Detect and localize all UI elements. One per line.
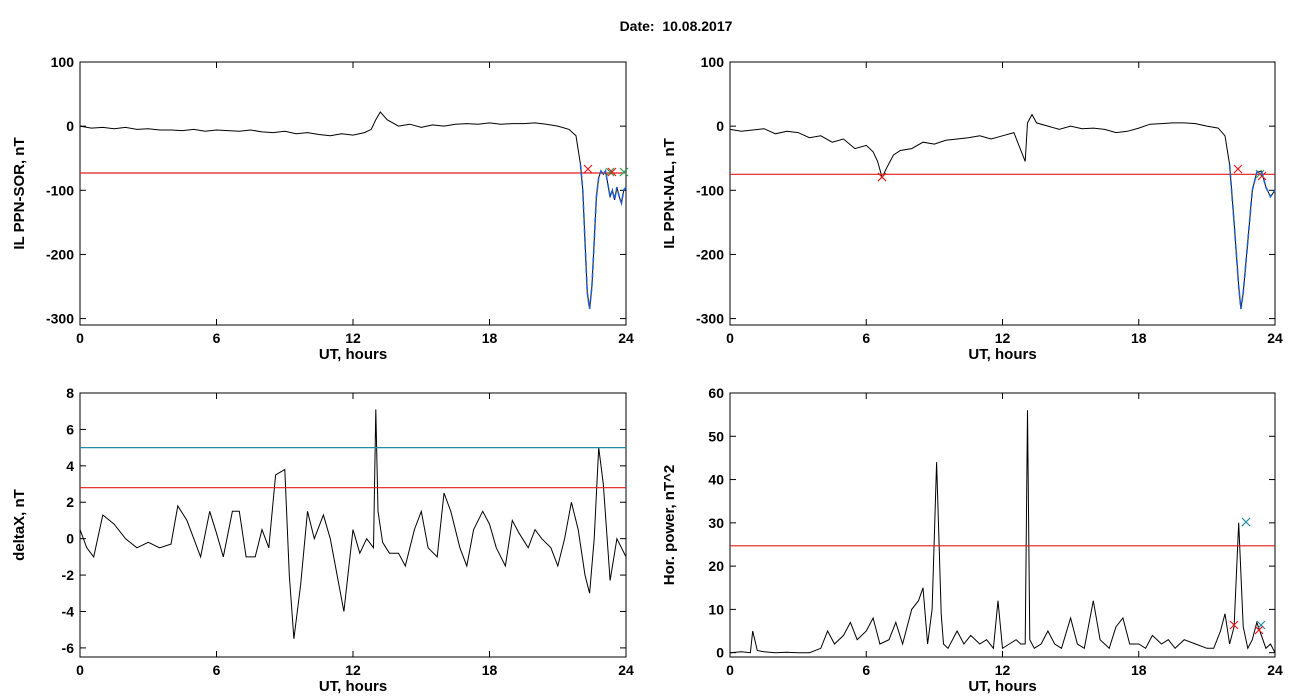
x-tick-label: 0 [76,330,84,346]
y-tick-label: 0 [66,531,74,547]
event-marker [605,167,615,177]
y-tick-label: -300 [696,311,724,327]
y-axis-label: deltaX, nT [11,489,28,561]
x-tick-label: 12 [995,662,1011,678]
plot-frame [729,61,1276,326]
y-tick-label: 8 [66,385,74,401]
y-tick-label: -200 [696,246,724,262]
x-tick-label: 0 [726,330,734,346]
y-tick-label: -300 [46,311,74,327]
plot-frame [79,392,627,658]
x-tick-label: 0 [726,662,734,678]
y-tick-label: 20 [708,558,724,574]
x-tick-label: 6 [213,662,221,678]
event-marker [1256,620,1266,630]
y-tick-label: 50 [708,428,724,444]
y-tick-label: 30 [708,515,724,531]
y-tick-label: 4 [66,458,74,474]
y-axis-label: Hor. power, nT^2 [661,465,678,585]
fit-overlay-line [1228,164,1276,310]
event-marker [583,164,593,174]
event-marker [1229,620,1239,630]
x-tick-label: 12 [345,330,361,346]
y-tick-label: 0 [66,118,74,134]
plot-frame [79,61,627,326]
y-tick-label: -200 [46,246,74,262]
x-tick-label: 6 [862,662,870,678]
x-tick-label: 18 [1131,662,1147,678]
y-tick-label: -100 [696,182,724,198]
y-axis-label: IL PPN-NAL, nT [661,138,678,249]
x-tick-label: 24 [618,662,634,678]
data-series-line [729,410,1276,654]
y-tick-label: 6 [66,421,74,437]
x-tick-label: 0 [76,662,84,678]
y-tick-label: 10 [708,601,724,617]
x-tick-label: 18 [482,662,498,678]
y-tick-label: 100 [51,54,75,70]
event-marker [1241,517,1251,527]
data-series-line [79,409,627,639]
x-tick-label: 6 [213,330,221,346]
y-tick-label: 2 [66,494,74,510]
y-tick-label: 0 [716,645,724,661]
x-tick-label: 12 [345,662,361,678]
panel-deltax: 0 6 12 18 24 8 6 4 2 0 -2 -4 -6 UT, hours deltaX, nT [11,385,634,695]
x-tick-label: 18 [1131,330,1147,346]
y-tick-label: -2 [62,567,75,583]
data-series-line [729,113,1276,310]
y-tick-label: -6 [62,640,75,656]
event-marker [607,167,617,177]
y-tick-label: 100 [701,54,725,70]
x-tick-label: 24 [1267,662,1283,678]
x-tick-label: 24 [1267,330,1283,346]
event-marker [1254,625,1264,635]
x-tick-label: 24 [618,330,634,346]
event-marker [619,167,629,177]
panel-il-ppn-sor: 0 6 12 18 24 100 0 -100 -200 -300 UT, hours IL PPN-… [11,54,634,363]
y-tick-label: -4 [62,603,75,619]
x-axis-label: UT, hours [968,346,1036,363]
x-tick-label: 18 [482,330,498,346]
event-marker [1233,164,1243,174]
y-tick-label: -100 [46,182,74,198]
fit-overlay-line [579,164,627,310]
y-tick-label: 60 [708,385,724,401]
x-axis-label: UT, hours [319,678,387,695]
panel-il-ppn-nal: 0 6 12 18 24 100 0 -100 -200 -300 UT, hours IL PPN-… [661,54,1283,363]
x-tick-label: 12 [995,330,1011,346]
y-tick-label: 0 [716,118,724,134]
panel-hor-power: 0 6 12 18 24 60 50 40 30 20 10 0 UT, hours Hor. power… [661,385,1283,695]
x-tick-label: 6 [862,330,870,346]
x-axis-label: UT, hours [319,346,387,363]
y-tick-label: 40 [708,472,724,488]
x-axis-label: UT, hours [968,678,1036,695]
figure-title: Date: 10.08.2017 [619,18,733,34]
data-series-line [79,111,627,310]
plot-frame [729,392,1276,658]
event-marker [877,172,887,182]
y-axis-label: IL PPN-SOR, nT [11,137,28,249]
